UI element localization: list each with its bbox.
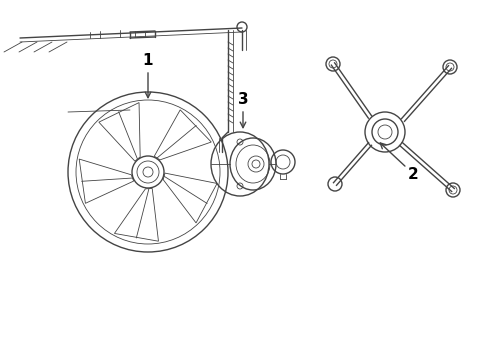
Text: 2: 2	[408, 166, 418, 181]
Text: 1: 1	[143, 53, 153, 68]
Text: 3: 3	[238, 91, 248, 107]
